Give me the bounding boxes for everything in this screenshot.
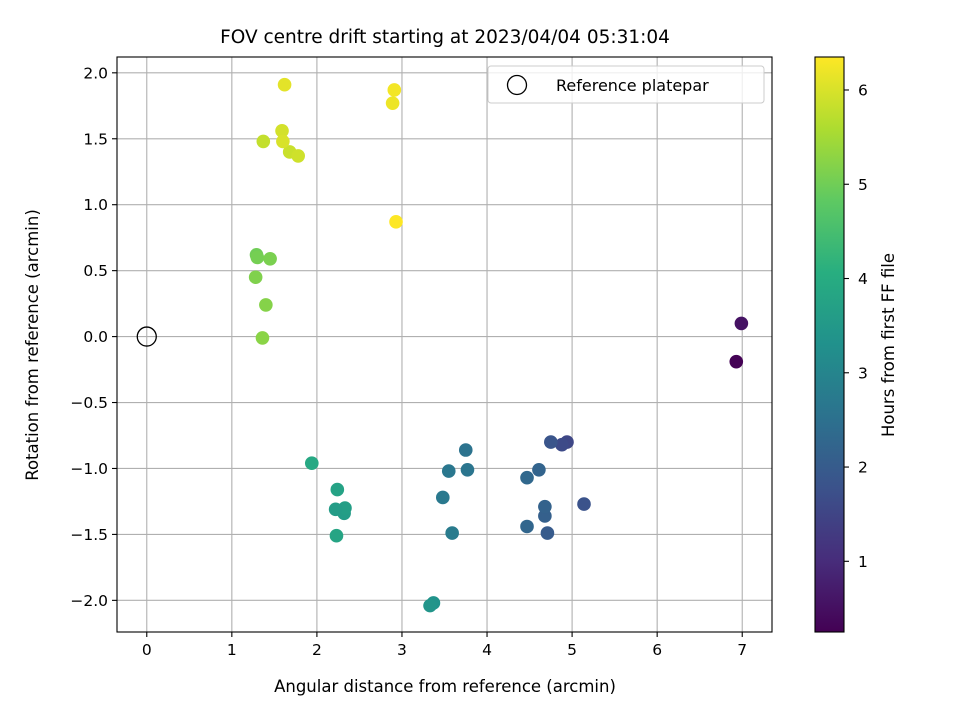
data-point bbox=[532, 462, 546, 477]
y-tick-label: −1.5 bbox=[70, 526, 108, 544]
data-point bbox=[435, 490, 450, 505]
data-point bbox=[520, 519, 534, 534]
data-point bbox=[263, 251, 277, 266]
x-tick-label: 0 bbox=[142, 641, 152, 659]
data-point bbox=[248, 270, 263, 285]
colorbar-tick-label: 3 bbox=[858, 364, 868, 382]
colorbar-tick-label: 4 bbox=[858, 270, 868, 288]
legend: Reference platepar bbox=[487, 65, 765, 104]
x-tick-label: 1 bbox=[227, 641, 237, 659]
x-axis-label: Angular distance from reference (arcmin) bbox=[274, 677, 616, 696]
data-point bbox=[389, 215, 403, 229]
data-point bbox=[460, 462, 475, 477]
data-point bbox=[277, 77, 292, 92]
colorbar-ticks: 1 2 3 4 5 6 bbox=[844, 81, 868, 571]
x-tick-label: 3 bbox=[397, 641, 407, 659]
x-tick-label: 2 bbox=[312, 641, 322, 659]
grid-lines bbox=[117, 57, 772, 632]
data-point bbox=[544, 435, 558, 449]
chart-title: FOV centre drift starting at 2023/04/04 … bbox=[220, 27, 670, 48]
data-point bbox=[441, 464, 456, 478]
x-tick-label: 7 bbox=[737, 641, 747, 659]
plot-frame bbox=[116, 56, 773, 633]
y-axis-label: Rotation from reference (arcmin) bbox=[23, 209, 42, 481]
colorbar-tick-label: 6 bbox=[858, 81, 868, 99]
y-axis-ticks: 2.0 1.5 1.0 0.5 0.0 −0.5 −1.0 −1.5 −2.0 bbox=[70, 64, 117, 610]
y-tick-label: 1.0 bbox=[83, 196, 108, 214]
data-point bbox=[256, 134, 271, 149]
data-point bbox=[387, 83, 402, 97]
data-point bbox=[538, 499, 552, 514]
data-point bbox=[275, 124, 289, 138]
legend-reference-label: Reference platepar bbox=[556, 76, 709, 95]
colorbar-gradient bbox=[815, 57, 844, 632]
colorbar-tick-label: 1 bbox=[858, 553, 868, 571]
data-point bbox=[458, 443, 473, 457]
data-point bbox=[729, 354, 744, 369]
colorbar-frame bbox=[814, 56, 845, 633]
data-point bbox=[250, 250, 265, 265]
colorbar-label: Hours from first FF file bbox=[879, 253, 898, 437]
data-point bbox=[423, 598, 437, 613]
y-tick-label: 0.5 bbox=[83, 262, 108, 280]
data-point bbox=[329, 528, 344, 543]
reference-marker-group bbox=[136, 326, 157, 347]
y-tick-label: 1.5 bbox=[83, 130, 108, 148]
y-tick-label: −0.5 bbox=[70, 394, 108, 412]
y-tick-label: −2.0 bbox=[70, 592, 108, 610]
data-point bbox=[555, 437, 569, 452]
colorbar-tick-label: 2 bbox=[858, 459, 868, 477]
data-point bbox=[445, 526, 459, 540]
data-point bbox=[259, 298, 273, 312]
y-tick-label: 0.0 bbox=[83, 328, 108, 346]
data-point bbox=[304, 456, 319, 470]
colorbar: 1 2 3 4 5 6 Hours from first FF file bbox=[814, 56, 898, 633]
y-tick-label: 2.0 bbox=[83, 64, 108, 82]
data-point bbox=[276, 134, 290, 149]
x-tick-label: 4 bbox=[482, 641, 492, 659]
reference-marker bbox=[136, 326, 157, 347]
legend-box bbox=[487, 65, 765, 104]
data-point bbox=[734, 316, 749, 331]
x-axis-ticks: 0 1 2 3 4 5 6 7 bbox=[142, 632, 747, 659]
data-point bbox=[330, 482, 345, 497]
plot-area bbox=[117, 57, 772, 632]
data-points bbox=[248, 77, 749, 613]
legend-reference-marker bbox=[506, 74, 528, 96]
data-point bbox=[255, 331, 270, 345]
data-point bbox=[328, 502, 343, 517]
x-tick-label: 6 bbox=[652, 641, 662, 659]
y-tick-label: −1.0 bbox=[70, 460, 108, 478]
data-point bbox=[540, 526, 555, 540]
data-point bbox=[291, 149, 305, 163]
data-point bbox=[577, 497, 591, 511]
colorbar-tick-label: 5 bbox=[858, 176, 868, 194]
x-tick-label: 5 bbox=[567, 641, 577, 659]
data-point bbox=[520, 470, 534, 485]
data-point bbox=[385, 96, 400, 110]
